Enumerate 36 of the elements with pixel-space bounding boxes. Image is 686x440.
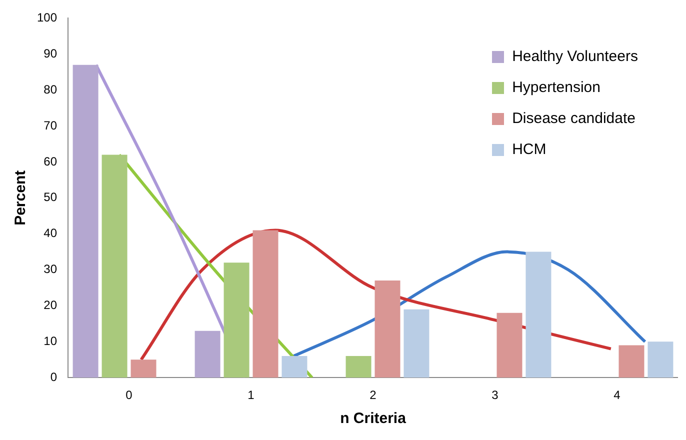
legend-label: Healthy Volunteers — [512, 48, 638, 65]
x-axis-title: n Criteria — [340, 410, 407, 428]
x-tick-label: 2 — [370, 388, 377, 402]
bar — [252, 230, 278, 378]
x-tick-label: 1 — [248, 388, 255, 402]
x-tick-label: 0 — [126, 388, 133, 402]
bar — [102, 154, 128, 378]
y-tick-label: 60 — [44, 154, 58, 168]
y-tick-label: 20 — [44, 298, 58, 312]
bar — [526, 252, 552, 378]
y-tick-label: 50 — [44, 190, 58, 204]
y-tick-label: 100 — [36, 10, 58, 25]
x-tick-label: 4 — [614, 388, 621, 402]
bar — [648, 342, 674, 378]
y-axis-title: Percent — [12, 170, 30, 226]
y-tick-label: 90 — [44, 46, 58, 60]
bar — [194, 330, 220, 378]
y-tick-label: 10 — [44, 334, 58, 348]
bar — [130, 360, 156, 378]
y-tick-label: 70 — [44, 118, 58, 132]
y-tick-label: 0 — [50, 370, 58, 384]
bar — [404, 309, 430, 378]
bar — [618, 345, 644, 378]
y-tick-label: 30 — [44, 262, 58, 276]
y-tick-label: 40 — [44, 226, 58, 240]
bar — [282, 356, 308, 378]
x-tick-label: 3 — [492, 388, 499, 402]
bar — [224, 262, 250, 378]
bar — [374, 280, 400, 378]
bar — [72, 64, 98, 378]
bar — [496, 312, 522, 378]
legend-label: Disease candidate — [512, 110, 636, 127]
y-tick-label: 80 — [44, 82, 58, 96]
bar — [346, 356, 372, 378]
legend-label: HCM — [512, 141, 546, 158]
legend-label: Hypertension — [512, 79, 600, 96]
